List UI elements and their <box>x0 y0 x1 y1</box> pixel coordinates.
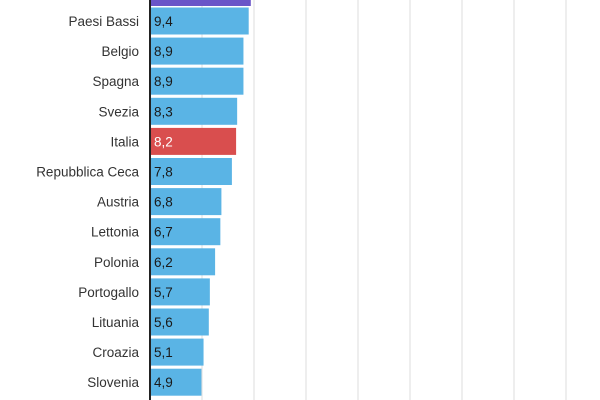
category-label: Slovenia <box>87 375 139 390</box>
bar-belgio <box>150 37 244 65</box>
bar-lituania <box>150 308 209 336</box>
bar-repubblica-ceca <box>150 158 232 185</box>
category-label: Belgio <box>101 44 139 59</box>
category-label: Repubblica Ceca <box>36 165 139 180</box>
bar-slovenia <box>150 368 202 396</box>
value-label: 5,1 <box>154 345 173 360</box>
bar-lettonia <box>150 218 221 246</box>
category-label: Italia <box>110 134 139 149</box>
labels: Paesi Bassi 9,4 Belgio 8,9 Spagna 8,9 Svezia 8,… <box>36 14 173 390</box>
bars <box>150 0 251 396</box>
bar-austria <box>150 188 222 216</box>
category-label: Austria <box>97 195 140 210</box>
bar-portogallo <box>150 278 210 306</box>
value-label: 8,2 <box>154 134 173 149</box>
value-label: 6,2 <box>154 255 173 270</box>
category-label: Portogallo <box>78 285 139 300</box>
bar-polonia <box>150 248 216 276</box>
category-label: Svezia <box>98 104 139 119</box>
category-label: Lituania <box>92 315 140 330</box>
value-label: 7,8 <box>154 165 173 180</box>
value-label: 6,7 <box>154 225 173 240</box>
grid-lines <box>201 0 567 400</box>
category-label: Paesi Bassi <box>68 14 139 29</box>
bar-spagna <box>150 67 244 95</box>
bar-croazia <box>150 338 204 366</box>
category-label: Polonia <box>94 255 140 270</box>
category-label: Spagna <box>92 74 139 89</box>
category-label: Lettonia <box>91 225 140 240</box>
bar-paesi-bassi <box>150 7 249 35</box>
value-label: 8,9 <box>154 44 173 59</box>
bar-partial-top <box>150 0 251 6</box>
value-label: 8,9 <box>154 74 173 89</box>
value-label: 9,4 <box>154 14 173 29</box>
value-label: 5,6 <box>154 315 173 330</box>
category-label: Croazia <box>92 345 139 360</box>
value-label: 6,8 <box>154 195 173 210</box>
bar-italia <box>150 127 237 155</box>
bar-svezia <box>150 97 238 125</box>
value-label: 5,7 <box>154 285 173 300</box>
value-label: 4,9 <box>154 375 173 390</box>
value-label: 8,3 <box>154 104 173 119</box>
